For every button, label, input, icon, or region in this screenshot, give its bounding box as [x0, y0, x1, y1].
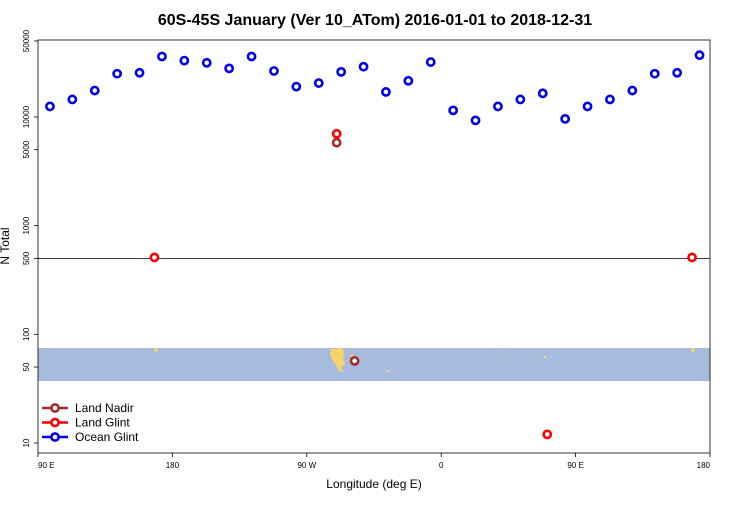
chart-title: 60S-45S January (Ver 10_ATom) 2016-01-01…	[158, 12, 592, 29]
ocean-glint-point	[157, 51, 167, 62]
ocean-glint-point	[515, 94, 526, 105]
x-axis-label: Longitude (deg E)	[326, 477, 421, 491]
land-nadir-point	[349, 355, 360, 366]
x-tick-label: 90 E	[38, 461, 54, 470]
ocean-glint-point	[582, 101, 593, 112]
ocean-band	[38, 348, 710, 381]
ocean-glint-point	[537, 88, 548, 99]
ocean-glint-point	[605, 94, 615, 105]
ocean-glint-point	[179, 55, 190, 66]
x-tick-label: 90 E	[567, 461, 583, 470]
y-axis-ticks: 10 50 100 500 1000 5000 10000 50000	[22, 29, 38, 447]
y-tick-label: 500	[22, 251, 31, 265]
tasmania-tip	[154, 348, 158, 352]
ocean-glint-point	[45, 101, 55, 112]
ocean-glint-point	[134, 67, 145, 78]
ocean-glint-point	[201, 57, 212, 68]
ocean-glint-point	[89, 85, 100, 96]
ocean-glint-point	[224, 63, 235, 74]
ocean-glint-point	[336, 66, 347, 77]
south-georgia	[386, 369, 390, 373]
ocean-glint-point	[67, 94, 78, 105]
y-tick-label: 100	[22, 327, 31, 341]
ocean-glint-point	[381, 87, 391, 97]
ocean-glint-point	[403, 75, 414, 86]
land-glint-point	[542, 429, 553, 440]
latitude-band	[38, 348, 710, 381]
y-tick-label: 5000	[22, 140, 31, 158]
x-tick-label: 180	[166, 461, 180, 470]
land-nadir-point	[331, 137, 342, 148]
data-points	[45, 50, 705, 440]
y-tick-label: 1000	[22, 216, 31, 234]
south-america-tip	[330, 348, 345, 372]
x-tick-label: 0	[439, 461, 444, 470]
y-tick-label: 50000	[22, 29, 31, 52]
ocean-glint-point	[694, 50, 705, 61]
ocean-glint-point	[672, 67, 683, 78]
land-shapes	[154, 348, 695, 373]
ocean-glint-point	[246, 51, 257, 62]
ocean-glint-point	[313, 78, 324, 88]
legend-marker-ocean-glint	[50, 432, 60, 442]
ocean-glint-point	[560, 113, 571, 124]
ocean-glint-point	[470, 115, 481, 126]
legend-marker-land-nadir	[50, 403, 60, 413]
crozet	[498, 351, 500, 353]
ocean-glint-point	[649, 68, 660, 79]
y-tick-label: 10000	[22, 105, 31, 128]
ocean-glint-point	[112, 68, 123, 79]
ocean-glint-point	[425, 57, 436, 67]
ocean-glint-point	[269, 66, 279, 76]
y-tick-label: 50	[22, 362, 31, 371]
legend-marker-land-glint	[50, 417, 60, 428]
ocean-glint-point	[627, 85, 638, 96]
land-glint-point	[331, 128, 342, 139]
x-tick-label: 180	[697, 461, 711, 470]
x-axis-ticks: 90 E 180 90 W 0 90 E 180	[37, 453, 711, 470]
plot-frame	[37, 39, 711, 454]
ocean-glint-point	[358, 61, 369, 72]
land-glint-point	[149, 252, 160, 263]
x-tick-label: 90 W	[297, 461, 316, 470]
ocean-glint-point	[291, 81, 302, 92]
y-tick-label: 10	[22, 438, 31, 447]
ocean-glint-point	[493, 101, 503, 112]
legend-label-land-nadir: Land Nadir	[75, 401, 134, 415]
ocean-glint-point	[448, 105, 459, 116]
kerguelen	[543, 355, 547, 359]
legend-label-ocean-glint: Ocean Glint	[75, 430, 139, 444]
tasmania-tip-2	[691, 348, 695, 352]
y-axis-label: N Total	[0, 227, 12, 264]
land-glint-point	[687, 252, 697, 263]
legend-label-land-glint: Land Glint	[75, 416, 130, 430]
